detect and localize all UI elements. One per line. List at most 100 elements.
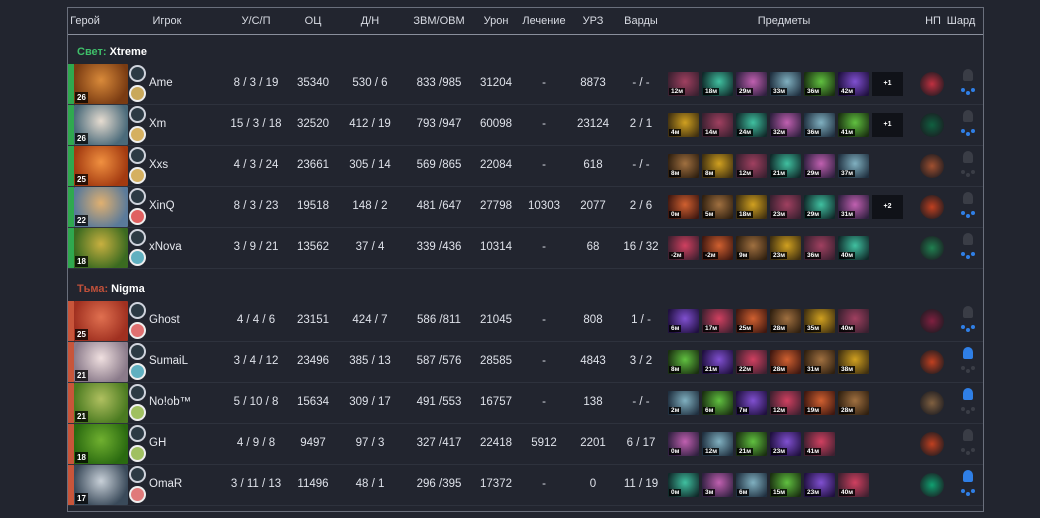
neutral-item-icon[interactable]: [920, 432, 944, 456]
item-icon[interactable]: 8м: [702, 154, 733, 178]
talent-tree-icon[interactable]: [129, 302, 146, 319]
item-icon[interactable]: 33м: [770, 72, 801, 96]
facet-icon[interactable]: [129, 208, 146, 225]
player-row[interactable]: 25 Xxs 4 / 3 / 24 23661 305 / 14 569 /865 2208…: [68, 146, 983, 187]
extra-items-count[interactable]: +1: [872, 113, 903, 137]
hero-portrait[interactable]: 25: [74, 146, 128, 186]
item-icon[interactable]: 12м: [770, 391, 801, 415]
talent-tree-icon[interactable]: [129, 343, 146, 360]
player-row[interactable]: 21 SumaiL 3 / 4 / 12 23496 385 / 13 587 /576 2…: [68, 342, 983, 383]
item-icon[interactable]: 29м: [804, 154, 835, 178]
facet-icon[interactable]: [129, 126, 146, 143]
talent-tree-icon[interactable]: [129, 106, 146, 123]
item-icon[interactable]: 7м: [736, 391, 767, 415]
neutral-item-icon[interactable]: [920, 236, 944, 260]
item-icon[interactable]: 2м: [668, 391, 699, 415]
neutral-item-icon[interactable]: [920, 72, 944, 96]
header-neutral[interactable]: НП: [925, 15, 941, 27]
neutral-item-icon[interactable]: [920, 473, 944, 497]
item-icon[interactable]: 8м: [668, 350, 699, 374]
item-icon[interactable]: 15м: [770, 473, 801, 497]
player-name[interactable]: Xxs: [149, 159, 169, 171]
neutral-item-icon[interactable]: [920, 350, 944, 374]
item-icon[interactable]: 0м: [668, 195, 699, 219]
header-tower-damage[interactable]: УРЗ: [582, 15, 604, 27]
item-icon[interactable]: 40м: [838, 473, 869, 497]
item-icon[interactable]: 40м: [838, 309, 869, 333]
item-icon[interactable]: 4м: [668, 113, 699, 137]
item-icon[interactable]: 37м: [838, 154, 869, 178]
hero-portrait[interactable]: 21: [74, 383, 128, 423]
item-icon[interactable]: 40м: [838, 236, 869, 260]
player-name[interactable]: XinQ: [149, 200, 175, 212]
hero-portrait[interactable]: 25: [74, 301, 128, 341]
player-row[interactable]: 25 Ghost 4 / 4 / 6 23151 424 / 7 586 /811 2104…: [68, 301, 983, 342]
header-kda[interactable]: У/С/П: [241, 15, 271, 27]
player-name[interactable]: OmaR: [149, 478, 183, 490]
player-row[interactable]: 18 GH 4 / 9 / 8 9497 97 / 3 327 /417 22418 5912…: [68, 424, 983, 465]
item-icon[interactable]: -2м: [668, 236, 699, 260]
hero-portrait[interactable]: 22: [74, 187, 128, 227]
item-icon[interactable]: 5м: [702, 195, 733, 219]
item-icon[interactable]: 28м: [838, 391, 869, 415]
facet-icon[interactable]: [129, 486, 146, 503]
facet-icon[interactable]: [129, 445, 146, 462]
facet-icon[interactable]: [129, 363, 146, 380]
item-icon[interactable]: 28м: [770, 309, 801, 333]
item-icon[interactable]: 36м: [804, 72, 835, 96]
item-icon[interactable]: 8м: [668, 154, 699, 178]
item-icon[interactable]: 21м: [736, 432, 767, 456]
facet-icon[interactable]: [129, 322, 146, 339]
header-hero[interactable]: Герой: [70, 15, 100, 27]
item-icon[interactable]: 6м: [668, 309, 699, 333]
neutral-item-icon[interactable]: [920, 309, 944, 333]
item-icon[interactable]: 19м: [804, 391, 835, 415]
player-row[interactable]: 22 XinQ 8 / 3 / 23 19518 148 / 2 481 /647 2779…: [68, 187, 983, 228]
talent-tree-icon[interactable]: [129, 147, 146, 164]
item-icon[interactable]: 42м: [838, 72, 869, 96]
talent-tree-icon[interactable]: [129, 425, 146, 442]
player-row[interactable]: 26 Xm 15 / 3 / 18 32520 412 / 19 793 /947 6009…: [68, 105, 983, 146]
hero-portrait[interactable]: 26: [74, 105, 128, 145]
player-row[interactable]: 21 No!ob™ 5 / 10 / 8 15634 309 / 17 491 /553 1…: [68, 383, 983, 424]
talent-tree-icon[interactable]: [129, 466, 146, 483]
player-name[interactable]: Ghost: [149, 314, 180, 326]
item-icon[interactable]: 41м: [804, 432, 835, 456]
item-icon[interactable]: 12м: [736, 154, 767, 178]
item-icon[interactable]: 23м: [770, 236, 801, 260]
header-player[interactable]: Игрок: [152, 15, 182, 27]
player-row[interactable]: 18 xNova 3 / 9 / 21 13562 37 / 4 339 /436 1031…: [68, 228, 983, 269]
item-icon[interactable]: 17м: [702, 309, 733, 333]
item-icon[interactable]: 25м: [736, 309, 767, 333]
header-damage[interactable]: Урон: [483, 15, 509, 27]
item-icon[interactable]: 31м: [838, 195, 869, 219]
facet-icon[interactable]: [129, 85, 146, 102]
item-icon[interactable]: 41м: [838, 113, 869, 137]
item-icon[interactable]: 21м: [770, 154, 801, 178]
player-name[interactable]: GH: [149, 437, 167, 449]
header-lh-dn[interactable]: Д/Н: [360, 15, 380, 27]
item-icon[interactable]: 3м: [702, 473, 733, 497]
neutral-item-icon[interactable]: [920, 154, 944, 178]
item-icon[interactable]: 36м: [804, 113, 835, 137]
player-name[interactable]: xNova: [149, 241, 182, 253]
player-name[interactable]: Xm: [149, 118, 167, 130]
item-icon[interactable]: 23м: [770, 195, 801, 219]
item-icon[interactable]: 28м: [770, 350, 801, 374]
item-icon[interactable]: 23м: [770, 432, 801, 456]
player-name[interactable]: Ame: [149, 77, 173, 89]
hero-portrait[interactable]: 26: [74, 64, 128, 104]
extra-items-count[interactable]: +1: [872, 72, 903, 96]
hero-portrait[interactable]: 18: [74, 424, 128, 464]
item-icon[interactable]: 29м: [804, 195, 835, 219]
neutral-item-icon[interactable]: [920, 195, 944, 219]
item-icon[interactable]: 36м: [804, 236, 835, 260]
talent-tree-icon[interactable]: [129, 384, 146, 401]
item-icon[interactable]: 9м: [736, 236, 767, 260]
talent-tree-icon[interactable]: [129, 65, 146, 82]
hero-portrait[interactable]: 21: [74, 342, 128, 382]
item-icon[interactable]: 22м: [736, 350, 767, 374]
item-icon[interactable]: 0м: [668, 473, 699, 497]
header-gpm-xpm[interactable]: ЗВМ/ОВМ: [413, 15, 465, 27]
player-name[interactable]: No!ob™: [149, 396, 192, 408]
